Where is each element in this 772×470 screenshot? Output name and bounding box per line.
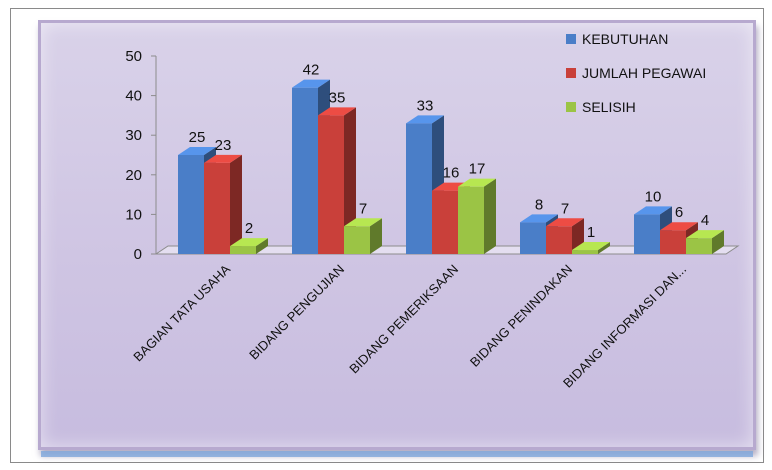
data-label: 4 [701, 212, 709, 229]
data-label: 1 [587, 224, 595, 241]
bar [686, 238, 712, 254]
legend-swatch [566, 34, 576, 44]
bar [204, 162, 230, 254]
category-label: BIDANG PENINDAKAN [467, 262, 575, 370]
bar [634, 214, 660, 254]
bar [546, 226, 572, 254]
legend-label: KEBUTUHAN [582, 31, 668, 47]
legend-swatch [566, 102, 576, 112]
data-label: 23 [215, 137, 232, 154]
category-label: BIDANG PENGUJIAN [246, 262, 347, 363]
bar-top [230, 238, 268, 247]
category-label: BIDANG INFORMASI DAN... [560, 262, 689, 391]
data-label: 7 [359, 200, 367, 217]
y-tick-label: 20 [125, 167, 142, 184]
bar [230, 246, 256, 254]
bar-side [484, 178, 496, 254]
bar [432, 190, 458, 254]
y-tick-label: 10 [125, 206, 142, 223]
data-label: 42 [303, 62, 320, 79]
legend-swatch [566, 68, 576, 78]
data-label: 25 [189, 129, 206, 146]
y-tick-label: 30 [125, 127, 142, 144]
category-label: BIDANG PEMERIKSAAN [346, 262, 461, 377]
data-label: 2 [245, 220, 253, 237]
bar-top [406, 115, 444, 124]
bar [572, 250, 598, 254]
bar-top [292, 79, 330, 88]
data-label: 10 [645, 188, 662, 205]
bar-side [256, 238, 268, 254]
bar-top [546, 218, 584, 227]
bar-top [572, 242, 610, 251]
data-label: 33 [417, 97, 434, 114]
bar [292, 87, 318, 255]
legend-label: SELISIH [582, 99, 636, 115]
y-tick-label: 40 [125, 88, 142, 105]
data-label: 6 [675, 204, 683, 221]
data-label: 17 [469, 161, 486, 178]
data-label: 35 [329, 89, 346, 106]
bar [520, 222, 546, 254]
legend-label: JUMLAH PEGAWAI [582, 65, 706, 81]
bar [660, 230, 686, 254]
bar-side [598, 242, 610, 254]
bar-top [204, 154, 242, 163]
bar [406, 123, 432, 254]
data-label: 16 [443, 165, 460, 182]
bar-top [458, 178, 496, 187]
bar-top [634, 206, 672, 215]
category-label: BAGIAN TATA USAHA [130, 261, 233, 364]
bar [458, 186, 484, 254]
bar-top [344, 218, 382, 227]
bar-side [712, 230, 724, 254]
bar-top [686, 230, 724, 239]
bar [178, 155, 204, 254]
bar [344, 226, 370, 254]
data-label: 7 [561, 200, 569, 217]
bar-side [230, 154, 242, 254]
bar-side [370, 218, 382, 254]
y-tick-label: 50 [125, 48, 142, 65]
bar-top [520, 214, 558, 223]
data-label: 8 [535, 196, 543, 213]
bar-top [178, 147, 216, 155]
bar-side [344, 107, 356, 255]
bar [318, 115, 344, 255]
y-tick-label: 0 [134, 246, 142, 263]
bar-top [660, 222, 698, 231]
bar-top [318, 107, 356, 116]
